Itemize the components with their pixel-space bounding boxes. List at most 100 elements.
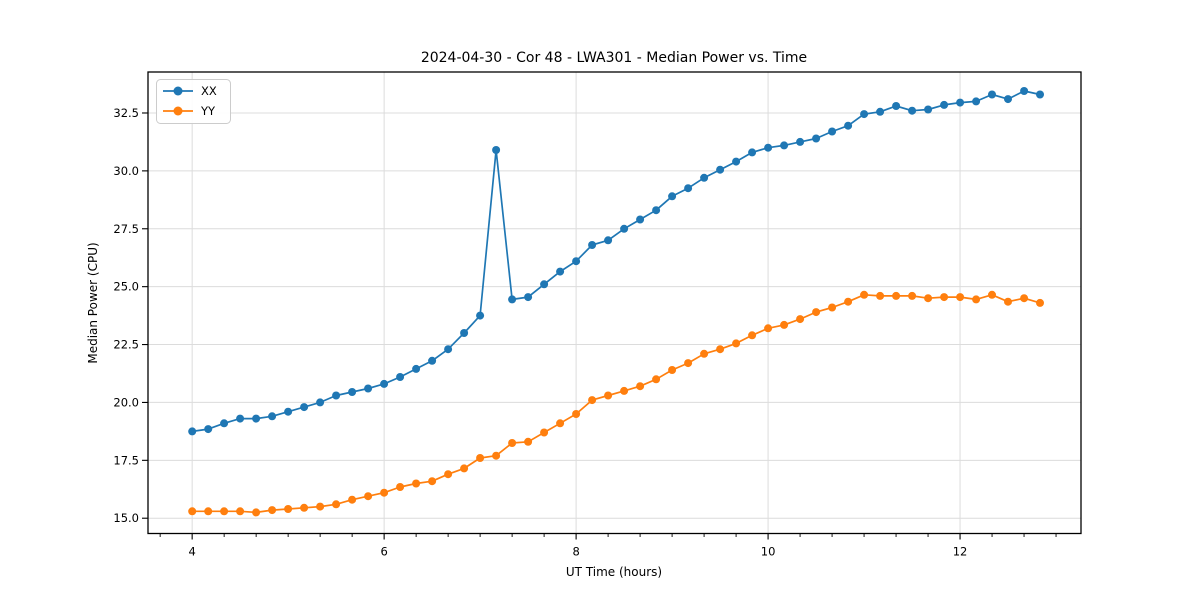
x-tick-label: 10	[761, 545, 776, 559]
legend-frame	[156, 79, 231, 124]
series-xx-point	[444, 345, 453, 354]
x-tick-label: 4	[188, 545, 195, 559]
series-yy-point	[508, 439, 517, 447]
series-yy-point	[444, 470, 453, 479]
series-yy-point	[364, 492, 373, 501]
legend-entry-yy: YY	[163, 104, 216, 118]
series-xx-point	[908, 106, 917, 115]
series-xx-point	[844, 121, 853, 130]
series-xx-point	[796, 137, 805, 146]
series-xx-point	[476, 311, 485, 320]
series-yy-point	[1036, 298, 1044, 307]
series-yy-point	[988, 290, 996, 299]
series-yy-point	[668, 366, 677, 374]
y-tick-label: 17.5	[113, 453, 139, 467]
series-yy-point	[620, 386, 629, 395]
series-yy-point	[924, 294, 933, 303]
series-yy-point	[236, 507, 245, 516]
series-xx-point	[572, 257, 581, 266]
series-yy-point	[268, 506, 277, 515]
x-axis-label: UT Time (hours)	[566, 565, 662, 579]
series-yy-point	[204, 507, 213, 516]
series-xx-point	[508, 295, 517, 304]
series-yy-point	[956, 293, 965, 302]
series-yy-point	[748, 331, 757, 340]
series-yy-point	[812, 308, 821, 317]
series-xx-point	[652, 206, 661, 215]
series-yy-point	[892, 291, 901, 300]
tick-layer: 4 6 8 10 12 15.0 17.5 20.0 22.5 25.0 27.5 30.0 32.5	[113, 106, 1057, 559]
series-yy-point	[796, 315, 805, 324]
series-xx-point	[380, 379, 389, 388]
series-yy-point	[876, 291, 885, 300]
series-xx-point	[348, 388, 357, 396]
series-yy-point	[284, 505, 293, 513]
series-xx-point	[220, 419, 229, 428]
series-yy-point	[348, 495, 357, 504]
series-yy-point	[460, 464, 469, 473]
series-xx-point	[684, 184, 693, 193]
chart-title: 2024-04-30 - Cor 48 - LWA301 - Median Po…	[421, 50, 807, 66]
series-yy-point	[780, 320, 789, 329]
y-axis-label: Median Power (CPU)	[86, 242, 100, 363]
series-yy-point	[764, 324, 773, 333]
series-yy-point	[316, 502, 325, 511]
series-yy-point	[732, 339, 741, 348]
data-layer	[188, 87, 1044, 517]
legend-marker-yy	[173, 106, 183, 116]
series-yy-point	[716, 345, 725, 354]
series-xx-point	[524, 293, 533, 302]
y-tick-label: 22.5	[113, 338, 139, 352]
series-yy-point	[428, 477, 437, 486]
series-yy-point	[332, 500, 341, 509]
series-yy-point	[380, 488, 389, 497]
series-yy-point	[540, 428, 549, 437]
series-xx-point	[1036, 90, 1044, 99]
series-yy-point	[572, 410, 581, 418]
legend-entry-xx: XX	[163, 84, 217, 98]
series-yy-point	[300, 503, 309, 512]
series-yy-point	[412, 479, 421, 488]
series-xx-point	[732, 157, 741, 166]
series-yy-point	[972, 295, 981, 304]
series-yy-point	[636, 382, 645, 391]
series-xx-point	[876, 107, 885, 116]
series-xx-point	[188, 427, 197, 436]
axes-box	[147, 71, 1082, 535]
series-yy-point	[828, 303, 837, 312]
series-xx-point	[700, 173, 709, 182]
series-yy-point	[860, 290, 869, 299]
series-xx-point	[252, 414, 261, 423]
series-xx-point	[892, 102, 901, 110]
series-xx-point	[1020, 87, 1029, 95]
series-xx-point	[780, 141, 789, 150]
series-xx-point	[1004, 95, 1012, 104]
series-xx-point	[860, 110, 869, 119]
series-yy-point	[492, 451, 501, 460]
series-yy-point	[700, 349, 709, 358]
series-yy-point	[1004, 297, 1012, 306]
series-xx-point	[460, 329, 469, 337]
series-xx-point	[812, 134, 821, 143]
series-xx-point	[428, 356, 437, 365]
series-xx-point	[204, 425, 213, 434]
y-tick-label: 20.0	[113, 395, 139, 409]
legend-label-xx: XX	[201, 84, 217, 98]
series-xx-point	[316, 398, 325, 407]
series-xx-point	[636, 215, 645, 224]
series-yy-point	[396, 483, 405, 491]
series-yy-point	[908, 291, 917, 300]
series-xx-point	[412, 364, 421, 373]
series-yy-point	[1020, 294, 1029, 303]
series-yy-point	[556, 419, 565, 428]
series-xx-point	[364, 384, 373, 393]
y-tick-label: 25.0	[113, 280, 139, 294]
series-xx-point	[956, 98, 965, 107]
series-xx-point	[972, 97, 981, 106]
legend-marker-xx	[173, 86, 183, 96]
series-xx-point	[748, 148, 757, 157]
legend: XX YY	[156, 79, 231, 124]
legend-label-yy: YY	[200, 104, 216, 118]
